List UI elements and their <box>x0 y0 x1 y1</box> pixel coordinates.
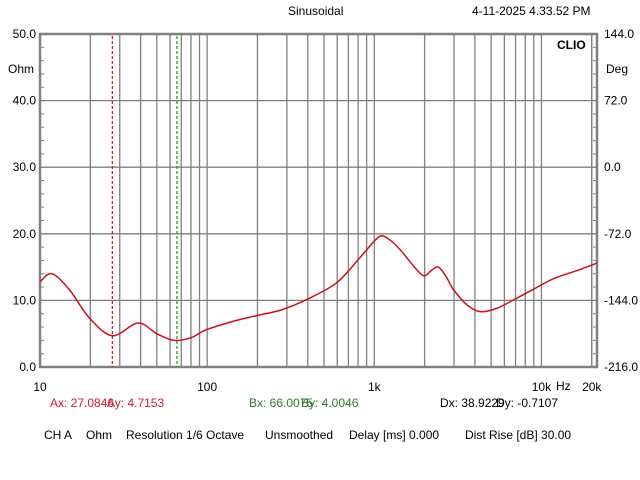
y2-tick-label: 72.0 <box>604 94 628 108</box>
y-axis-unit: Ohm <box>8 62 35 76</box>
brand-label: CLIO <box>557 38 586 52</box>
delta-y: Dy: -0.7107 <box>496 396 559 410</box>
y-tick-label: 40.0 <box>13 94 37 108</box>
status-unit: Ohm <box>86 428 113 442</box>
timestamp: 4-11-2025 4.33.52 PM <box>472 4 591 18</box>
status-smoothing: Unsmoothed <box>265 428 334 442</box>
x-tick-label: 10 <box>33 380 47 394</box>
status-dist-rise: Dist Rise [dB] 30.00 <box>465 428 572 442</box>
x-tick-label: 20k <box>582 380 602 394</box>
cursor-a-y: Ay: 4.7153 <box>107 396 165 410</box>
impedance-curve <box>39 235 598 342</box>
y-tick-label: 0.0 <box>19 360 36 374</box>
status-channel: CH A <box>44 428 73 442</box>
y-tick-label: 10.0 <box>13 293 37 307</box>
y-tick-label: 30.0 <box>13 160 37 174</box>
plot-frame <box>38 32 599 369</box>
y2-tick-label: 144.0 <box>604 27 634 41</box>
y2-tick-label: -144.0 <box>604 293 638 307</box>
y2-axis-unit: Deg <box>606 62 629 76</box>
x-axis-unit: Hz <box>556 379 571 393</box>
cursor-a-x: Ax: 27.0846 <box>50 396 115 410</box>
cursor-b-x: Bx: 66.0075 <box>249 396 314 410</box>
y-tick-label: 50.0 <box>13 27 37 41</box>
status-resolution: Resolution 1/6 Octave <box>126 428 245 442</box>
measurement-mode: Sinusoidal <box>288 4 344 18</box>
status-delay: Delay [ms] 0.000 <box>349 428 440 442</box>
y2-tick-label: -216.0 <box>604 360 638 374</box>
x-tick-label: 1k <box>368 380 382 394</box>
cursor-b-y: By: 4.0046 <box>301 396 359 410</box>
y2-tick-label: -72.0 <box>604 227 632 241</box>
x-tick-label: 100 <box>197 380 217 394</box>
y2-tick-label: 0.0 <box>604 160 621 174</box>
y-tick-label: 20.0 <box>13 227 37 241</box>
x-tick-label: 10k <box>532 380 552 394</box>
delta-x: Dx: 38.9229 <box>440 396 505 410</box>
